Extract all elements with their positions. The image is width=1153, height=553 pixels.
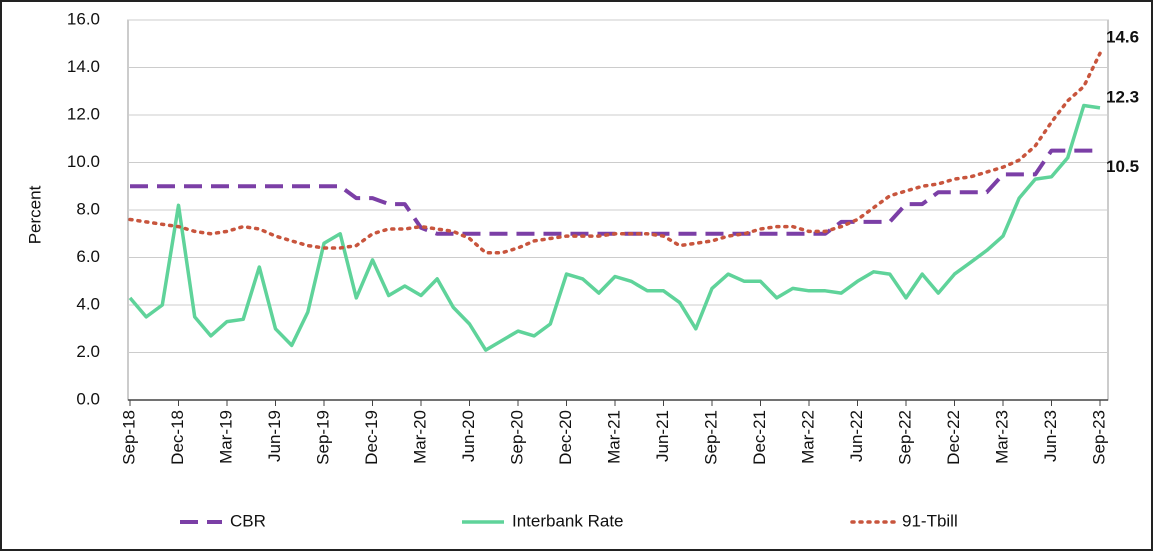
x-tick-label: Mar-19 — [216, 410, 235, 464]
y-tick-label: 16.0 — [67, 9, 100, 28]
x-tick-label: Sep-21 — [701, 410, 720, 465]
y-tick-label: 10.0 — [67, 152, 100, 171]
x-tick-label: Sep-22 — [895, 410, 914, 465]
y-tick-label: 14.0 — [67, 57, 100, 76]
x-tick-label: Sep-20 — [507, 410, 526, 465]
x-tick-label: Mar-23 — [992, 410, 1011, 464]
x-tick-label: Dec-18 — [168, 410, 187, 465]
y-tick-label: 6.0 — [76, 247, 100, 266]
legend-label: Interbank Rate — [512, 511, 624, 530]
x-tick-label: Jun-19 — [265, 410, 284, 462]
legend-label: 91-Tbill — [902, 511, 958, 530]
x-tick-label: Dec-21 — [750, 410, 769, 465]
x-tick-label: Dec-22 — [944, 410, 963, 465]
x-tick-label: Mar-21 — [604, 410, 623, 464]
x-tick-label: Mar-20 — [410, 410, 429, 464]
x-tick-label: Sep-23 — [1089, 410, 1108, 465]
x-tick-label: Jun-22 — [847, 410, 866, 462]
x-tick-label: Sep-19 — [313, 410, 332, 465]
end-label: 12.3 — [1106, 87, 1139, 106]
x-tick-label: Jun-20 — [459, 410, 478, 462]
y-tick-label: 8.0 — [76, 199, 100, 218]
end-label: 14.6 — [1106, 28, 1139, 47]
y-tick-label: 0.0 — [76, 389, 100, 408]
end-label: 10.5 — [1106, 157, 1139, 176]
y-tick-label: 12.0 — [67, 104, 100, 123]
legend-label: CBR — [230, 511, 266, 530]
x-tick-label: Jun-21 — [653, 410, 672, 462]
x-tick-label: Mar-22 — [798, 410, 817, 464]
series-line — [128, 51, 1102, 255]
x-tick-label: Jun-23 — [1041, 410, 1060, 462]
x-tick-label: Dec-19 — [362, 410, 381, 465]
y-tick-label: 4.0 — [76, 294, 100, 313]
x-tick-label: Dec-20 — [556, 410, 575, 465]
x-tick-label: Sep-18 — [119, 410, 138, 465]
y-axis-label: Percent — [25, 185, 44, 244]
y-tick-label: 2.0 — [76, 342, 100, 361]
series-line — [128, 103, 1101, 352]
